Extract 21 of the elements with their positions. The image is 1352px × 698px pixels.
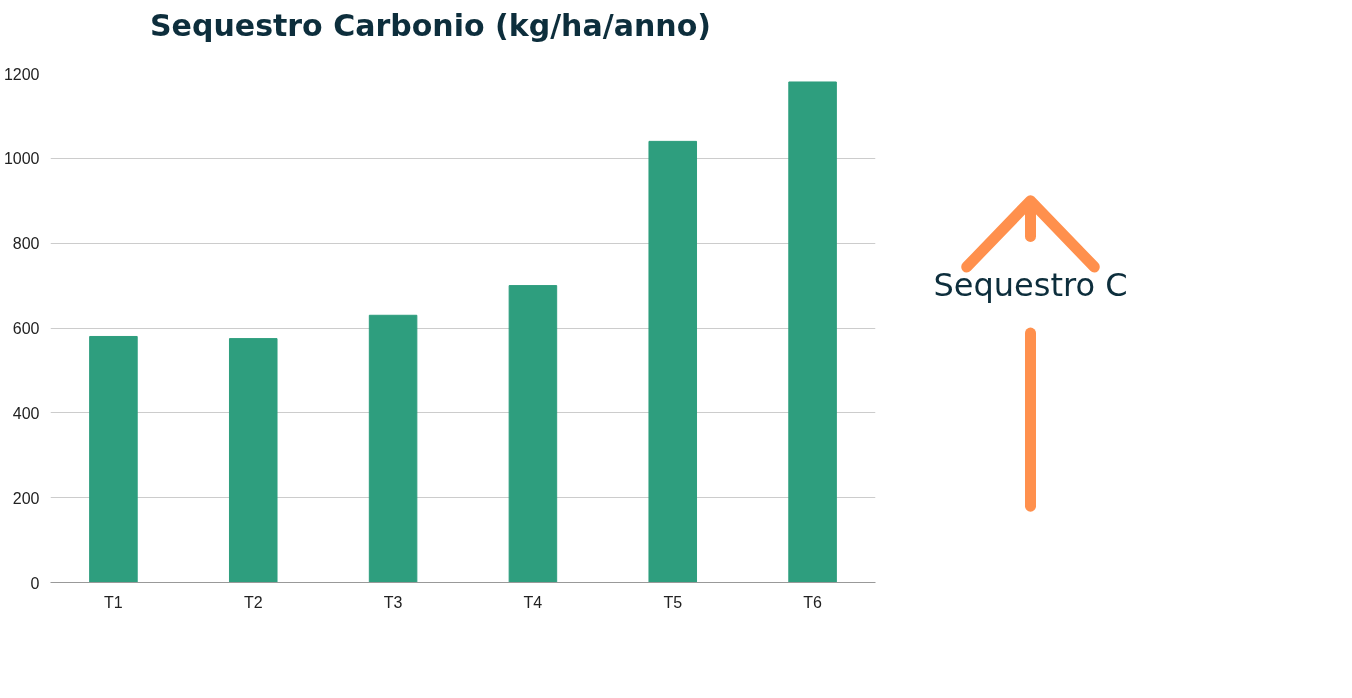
bar <box>648 140 698 583</box>
bar <box>228 337 278 583</box>
y-tick-label: 1000 <box>3 150 40 168</box>
x-tick-label: T5 <box>663 593 683 611</box>
bar <box>368 314 418 583</box>
bar <box>508 284 558 583</box>
y-tick-label: 0 <box>30 574 40 592</box>
y-tick-label: 200 <box>12 489 40 507</box>
text: Sequestro C <box>933 265 1128 304</box>
x-tick-label: T3 <box>383 593 403 611</box>
bar <box>89 335 138 583</box>
y-tick-label: 800 <box>12 235 40 253</box>
y-tick-label: 600 <box>12 319 40 337</box>
x-tick-label: T1 <box>104 593 123 611</box>
bar <box>788 81 837 583</box>
chart-title: Sequestro Carbonio (kg/ha/anno) <box>150 7 711 45</box>
y-tick-label: 400 <box>12 404 40 422</box>
x-tick-label: T4 <box>523 593 543 611</box>
x-tick-label: T2 <box>243 593 263 611</box>
y-tick-label: 1200 <box>3 65 40 83</box>
x-tick-label: T6 <box>803 593 823 611</box>
